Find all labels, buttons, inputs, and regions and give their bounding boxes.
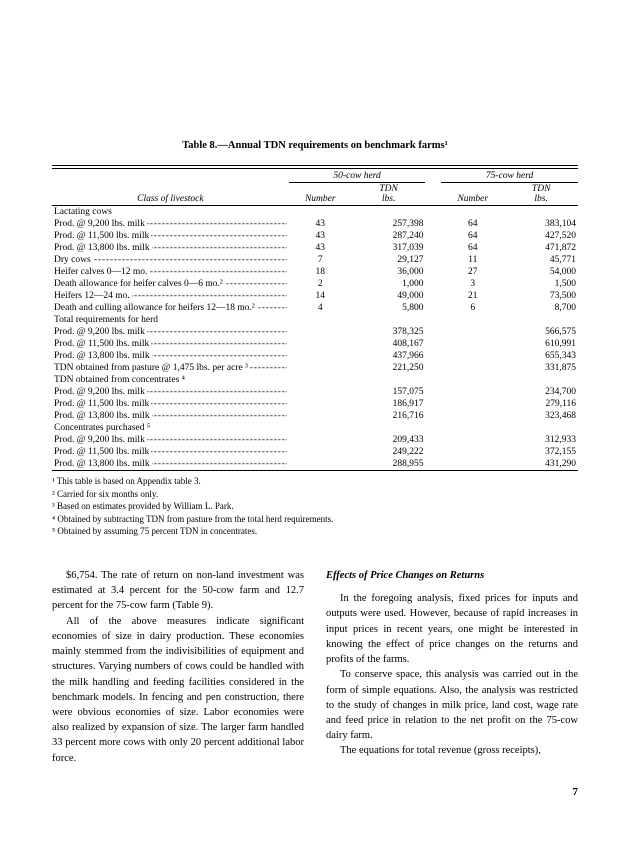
table-row: Prod. @ 13,800 lbs. milk 437,966 655,343: [52, 350, 578, 362]
section-concentrates: TDN obtained from concentrates ⁴: [52, 374, 578, 386]
footnote-5: ⁵ Obtained by assuming 75 percent TDN in…: [52, 525, 578, 538]
section-purchased: Concentrates purchased ⁵: [52, 422, 578, 434]
table-row: Prod. @ 9,200 lbs. milk 157,075 234,700: [52, 386, 578, 398]
body-p3: In the foregoing analysis, fixed prices …: [326, 591, 578, 667]
body-p1: $6,754. The rate of return on non-land i…: [52, 568, 304, 614]
body-columns: $6,754. The rate of return on non-land i…: [52, 568, 578, 766]
footnotes: ¹ This table is based on Appendix table …: [52, 475, 578, 538]
number-header-50: Number: [289, 183, 352, 206]
table-row: Prod. @ 11,500 lbs. milk 408,167 610,991: [52, 338, 578, 350]
table-row: Prod. @ 9,200 lbs. milk 378,325 566,575: [52, 326, 578, 338]
table-row: Prod. @ 13,800 lbs. milk 43 317,039 64 4…: [52, 242, 578, 254]
table-row: Dry cows 7 29,127 11 45,771: [52, 254, 578, 266]
table-row: Prod. @ 9,200 lbs. milk 43 257,398 64 38…: [52, 218, 578, 230]
table-row: Prod. @ 11,500 lbs. milk 249,222 372,155: [52, 446, 578, 458]
body-p4: To conserve space, this analysis was car…: [326, 667, 578, 743]
table-row: Prod. @ 11,500 lbs. milk 43 287,240 64 4…: [52, 230, 578, 242]
table-row: Heifer calves 0—12 mo. 18 36,000 27 54,0…: [52, 266, 578, 278]
table-row: Death and culling allowance for heifers …: [52, 302, 578, 314]
herd50-header: 50-cow herd: [289, 170, 426, 183]
number-header-75: Number: [441, 183, 504, 206]
tdn-header-50: TDNlbs.: [352, 183, 426, 206]
section-heading: Effects of Price Changes on Returns: [326, 568, 578, 583]
table-row: Death allowance for heifer calves 0—6 mo…: [52, 278, 578, 290]
tdn-table: 50-cow herd 75-cow herd Class of livesto…: [52, 170, 578, 470]
body-p2: All of the above measures indicate signi…: [52, 614, 304, 766]
table-row: Heifers 12—24 mo. 14 49,000 21 73,500: [52, 290, 578, 302]
table-title: Table 8.—Annual TDN requirements on benc…: [52, 140, 578, 151]
footnote-3: ³ Based on estimates provided by William…: [52, 500, 578, 513]
table-row: TDN obtained from pasture @ 1,475 lbs. p…: [52, 362, 578, 374]
table-row: Prod. @ 11,500 lbs. milk 186,917 279,116: [52, 398, 578, 410]
footnote-2: ² Carried for six months only.: [52, 488, 578, 501]
table-bottom-rule: [52, 470, 578, 471]
footnote-1: ¹ This table is based on Appendix table …: [52, 475, 578, 488]
tdn-header-75: TDNlbs.: [504, 183, 578, 206]
table-row: Prod. @ 13,800 lbs. milk 216,716 323,468: [52, 410, 578, 422]
section-lactating: Lactating cows: [52, 206, 578, 219]
table-top-rule: [52, 165, 578, 169]
page-number: 7: [52, 786, 578, 798]
body-p5: The equations for total revenue (gross r…: [326, 743, 578, 758]
herd75-header: 75-cow herd: [441, 170, 578, 183]
section-total: Total requirements for herd: [52, 314, 578, 326]
table-row: Prod. @ 9,200 lbs. milk 209,433 312,933: [52, 434, 578, 446]
class-header: Class of livestock: [52, 183, 289, 206]
footnote-4: ⁴ Obtained by subtracting TDN from pastu…: [52, 513, 578, 526]
table-row: Prod. @ 13,800 lbs. milk 288,955 431,290: [52, 458, 578, 470]
